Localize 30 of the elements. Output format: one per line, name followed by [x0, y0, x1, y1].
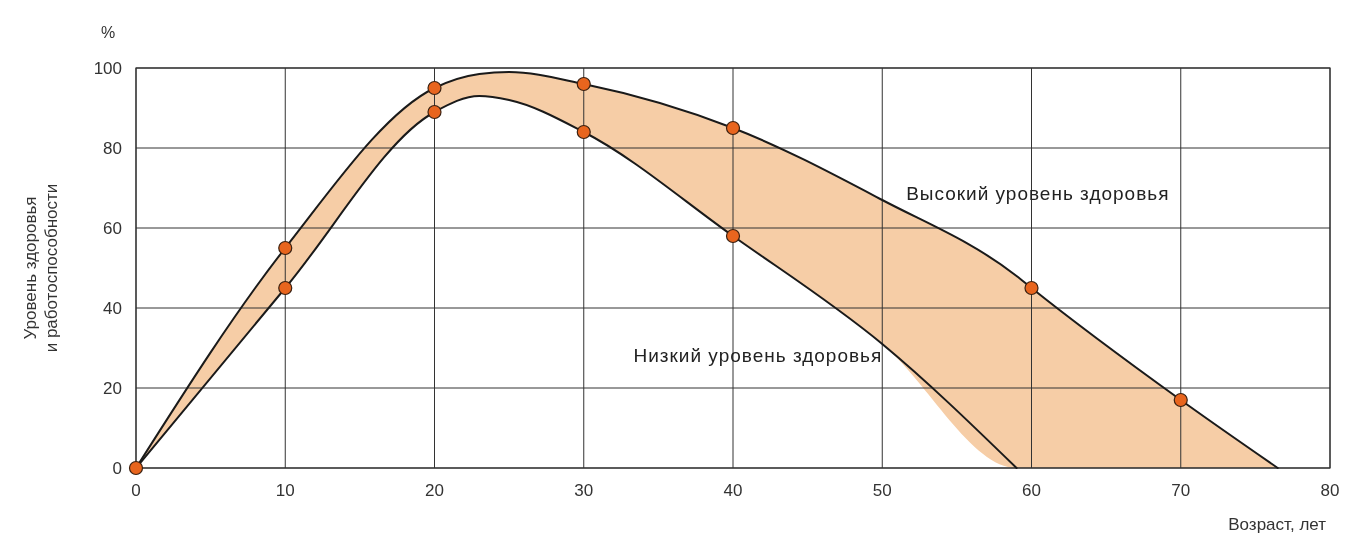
y-tick-label: 100: [93, 59, 122, 78]
y-tick-label: 20: [103, 379, 122, 398]
point: [576, 76, 591, 92]
x-tick-label: 20: [425, 481, 444, 500]
point: [278, 240, 293, 256]
x-tick-label: 80: [1320, 481, 1340, 500]
point: [427, 80, 442, 96]
x-tick-label: 30: [574, 481, 594, 500]
x-tick-label: 40: [723, 481, 743, 500]
point: [576, 124, 591, 140]
x-tick-label: 50: [872, 481, 892, 500]
point: [1024, 280, 1039, 296]
x-tick-label: 70: [1171, 481, 1191, 500]
y-tick-label: 60: [103, 219, 122, 238]
x-tick-label: 0: [131, 481, 141, 500]
y-tick-label: 80: [103, 139, 122, 158]
x-axis-title: Возраст, лет: [1228, 515, 1327, 534]
point: [128, 460, 144, 476]
y-tick-label: 0: [112, 459, 122, 478]
y-tick-label: 40: [103, 299, 122, 318]
point: [427, 104, 442, 120]
y-axis-title: Уровень здоровья и работоспособности: [21, 183, 61, 353]
x-tick-label: 60: [1022, 481, 1041, 500]
point: [278, 280, 293, 296]
point: [725, 120, 741, 136]
point: [1173, 392, 1188, 408]
series-label: Низкий уровень здоровья: [633, 345, 883, 366]
point: [725, 228, 741, 244]
text: %: [100, 24, 116, 41]
x-tick-label: 10: [275, 481, 295, 500]
